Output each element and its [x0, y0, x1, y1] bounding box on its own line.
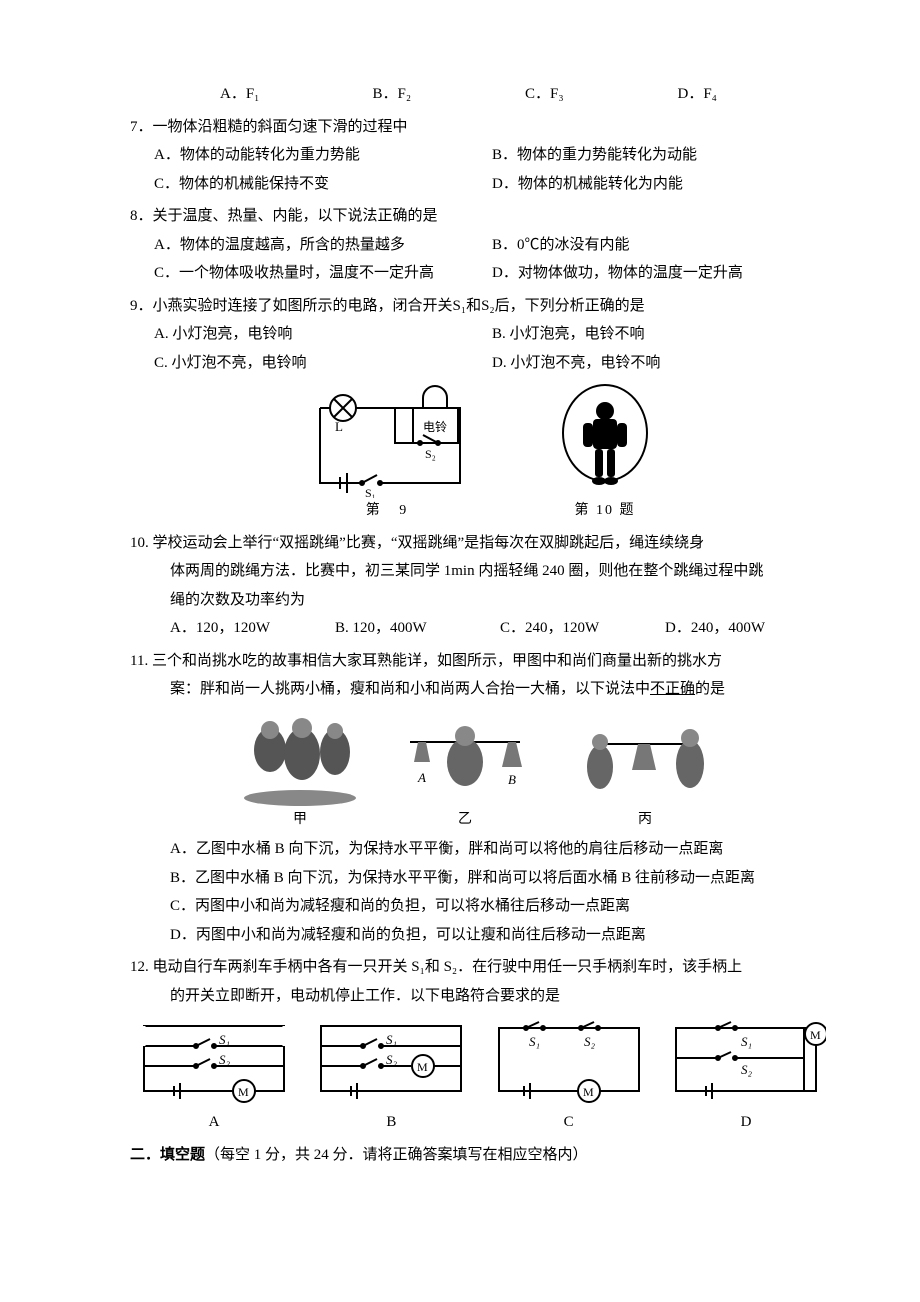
label-L: L: [335, 419, 343, 434]
q9-opt-c: C. 小灯泡不亮，电铃响: [154, 349, 492, 378]
s1-label: S₁: [741, 1034, 752, 1049]
two-monks-carry-icon: [570, 712, 720, 807]
q11-fig-yi: A B 乙: [390, 712, 540, 834]
q11-opt-a: A．乙图中水桶 B 向下沉，为保持水平平衡，胖和尚可以将他的肩往后移动一点距离: [130, 835, 830, 864]
q7: 7．一物体沿粗糙的斜面匀速下滑的过程中 A．物体的动能转化为重力势能 B．物体的…: [130, 113, 830, 199]
q12-label-d: D: [741, 1108, 752, 1137]
q11-stem-2: 案：胖和尚一人挑两小桶，瘦和尚和小和尚两人合抬一大桶，以下说法中不正确的是: [130, 675, 830, 704]
circuit-c-icon: S₁ S₂ M: [489, 1016, 649, 1106]
q10: 10. 学校运动会上举行“双摇跳绳”比赛，“双摇跳绳”是指每次在双脚跳起后，绳连…: [130, 529, 830, 643]
q8: 8．关于温度、热量、内能，以下说法正确的是 A．物体的温度越高，所含的热量越多 …: [130, 202, 830, 288]
s2-label: S₂: [219, 1052, 231, 1067]
q8-opt-c: C．一个物体吸收热量时，温度不一定升高: [154, 259, 492, 288]
circuit-a-icon: S₁ S₂ M: [134, 1016, 294, 1106]
q9-opt-a: A. 小灯泡亮，电铃响: [154, 320, 492, 349]
q9: 9．小燕实验时连接了如图所示的电路，闭合开关S₁和S₂后，下列分析正确的是 A.…: [130, 292, 830, 378]
q9-q10-figures: L 电铃 S₂ S₁ 第 9 第 10 题: [130, 383, 830, 525]
q6-opt-c: C．F₃: [525, 80, 678, 109]
circuit-d-icon: S₁ S₂ M: [666, 1016, 826, 1106]
q7-opt-d: D．物体的机械能转化为内能: [492, 170, 830, 199]
q7-stem: 7．一物体沿粗糙的斜面匀速下滑的过程中: [130, 113, 830, 142]
label-A: A: [417, 770, 426, 785]
q9-caption: 第 9: [366, 498, 415, 525]
section-2-title: 二．填空题: [130, 1147, 205, 1163]
jump-rope-icon: [555, 383, 655, 498]
label-B: B: [508, 772, 516, 787]
section-2-rest: （每空 1 分，共 24 分．请将正确答案填写在相应空格内）: [205, 1147, 588, 1163]
q7-opt-c: C．物体的机械能保持不变: [154, 170, 492, 199]
q7-opt-a: A．物体的动能转化为重力势能: [154, 141, 492, 170]
monk-carry-icon: A B: [390, 712, 540, 807]
q11-fig-bing: 丙: [570, 712, 720, 834]
s1-label: S₁: [386, 1032, 397, 1047]
q11-label-bing: 丙: [638, 807, 652, 834]
q9-figure: L 电铃 S₂ S₁ 第 9: [305, 383, 475, 525]
s2-label: S₂: [386, 1052, 398, 1067]
q6-opt-b: B．F₂: [373, 80, 526, 109]
q10-stem-1: 10. 学校运动会上举行“双摇跳绳”比赛，“双摇跳绳”是指每次在双脚跳起后，绳连…: [130, 529, 830, 558]
q10-opt-c: C．240，120W: [500, 614, 665, 643]
label-S1: S₁: [365, 486, 376, 498]
m-label: M: [583, 1085, 594, 1099]
label-S2: S₂: [425, 447, 436, 461]
q10-opt-a: A．120，120W: [170, 614, 335, 643]
s1-label: S₁: [529, 1034, 540, 1049]
q12: 12. 电动自行车两刹车手柄中各有一只开关 S₁和 S₂．在行驶中用任一只手柄刹…: [130, 953, 830, 1137]
section-2-header: 二．填空题（每空 1 分，共 24 分．请将正确答案填写在相应空格内）: [130, 1141, 830, 1170]
m-label: M: [417, 1060, 428, 1074]
circuit-diagram-icon: L 电铃 S₂ S₁: [305, 383, 475, 498]
q12-circuit-c: S₁ S₂ M C: [489, 1016, 649, 1137]
q12-stem-2: 的开关立即断开，电动机停止工作．以下电路符合要求的是: [130, 982, 830, 1011]
q11-figures: 甲 A B 乙: [130, 712, 830, 834]
q11-underlined: 不正确: [650, 681, 695, 697]
q10-stem-3: 绳的次数及功率约为: [130, 586, 830, 615]
q12-stem-1: 12. 电动自行车两刹车手柄中各有一只开关 S₁和 S₂．在行驶中用任一只手柄刹…: [130, 953, 830, 982]
q9-opt-d: D. 小灯泡不亮，电铃不响: [492, 349, 830, 378]
q11-stem-2-text: 案：胖和尚一人挑两小桶，瘦和尚和小和尚两人合抬一大桶，以下说法中: [170, 681, 650, 697]
s1-label: S₁: [219, 1032, 230, 1047]
q10-opt-b: B. 120，400W: [335, 614, 500, 643]
q11-label-jia: 甲: [293, 807, 307, 834]
m-label: M: [238, 1085, 249, 1099]
q12-label-c: C: [564, 1108, 574, 1137]
q11: 11. 三个和尚挑水吃的故事相信大家耳熟能详，如图所示，甲图中和尚们商量出新的挑…: [130, 647, 830, 950]
q11-fig-jia: 甲: [240, 712, 360, 834]
s2-label: S₂: [741, 1062, 753, 1077]
q9-opt-b: B. 小灯泡亮，电铃不响: [492, 320, 830, 349]
q10-opt-d: D．240，400W: [665, 614, 830, 643]
q7-opt-b: B．物体的重力势能转化为动能: [492, 141, 830, 170]
q6-options: A．F₁ B．F₂ C．F₃ D．F₄: [130, 80, 830, 109]
q8-opt-b: B．0℃的冰没有内能: [492, 231, 830, 260]
q12-circuit-a: S₁ S₂ M A: [134, 1016, 294, 1137]
q11-opt-b: B．乙图中水桶 B 向下沉，为保持水平平衡，胖和尚可以将后面水桶 B 往前移动一…: [130, 864, 830, 893]
circuit-b-icon: S₁ S₂ M: [311, 1016, 471, 1106]
q11-stem-1: 11. 三个和尚挑水吃的故事相信大家耳熟能详，如图所示，甲图中和尚们商量出新的挑…: [130, 647, 830, 676]
label-bell: 电铃: [423, 419, 447, 434]
q10-figure: 第 10 题: [555, 383, 655, 525]
s2-label: S₂: [584, 1034, 596, 1049]
q12-circuit-d: S₁ S₂ M D: [666, 1016, 826, 1137]
q8-stem: 8．关于温度、热量、内能，以下说法正确的是: [130, 202, 830, 231]
q12-circuit-b: S₁ S₂ M B: [311, 1016, 471, 1137]
q8-opt-d: D．对物体做功，物体的温度一定升高: [492, 259, 830, 288]
q6-opt-a: A．F₁: [220, 80, 373, 109]
m-label: M: [810, 1028, 821, 1042]
q11-opt-c: C．丙图中小和尚为减轻瘦和尚的负担，可以将水桶往后移动一点距离: [130, 892, 830, 921]
q11-label-yi: 乙: [458, 807, 472, 834]
q8-opt-a: A．物体的温度越高，所含的热量越多: [154, 231, 492, 260]
q9-stem: 9．小燕实验时连接了如图所示的电路，闭合开关S₁和S₂后，下列分析正确的是: [130, 292, 830, 321]
q10-stem-2: 体两周的跳绳方法．比赛中，初三某同学 1min 内摇轻绳 240 圈，则他在整个…: [130, 557, 830, 586]
q11-opt-d: D．丙图中小和尚为减轻瘦和尚的负担，可以让瘦和尚往后移动一点距离: [130, 921, 830, 950]
q12-circuits: S₁ S₂ M A S₁ S₂ M B: [130, 1016, 830, 1137]
q11-stem-tail: 的是: [695, 681, 725, 697]
monks-group-icon: [240, 712, 360, 807]
q12-label-b: B: [386, 1108, 396, 1137]
q6-opt-d: D．F₄: [678, 80, 831, 109]
q10-caption: 第 10 题: [575, 498, 636, 525]
q12-label-a: A: [209, 1108, 220, 1137]
